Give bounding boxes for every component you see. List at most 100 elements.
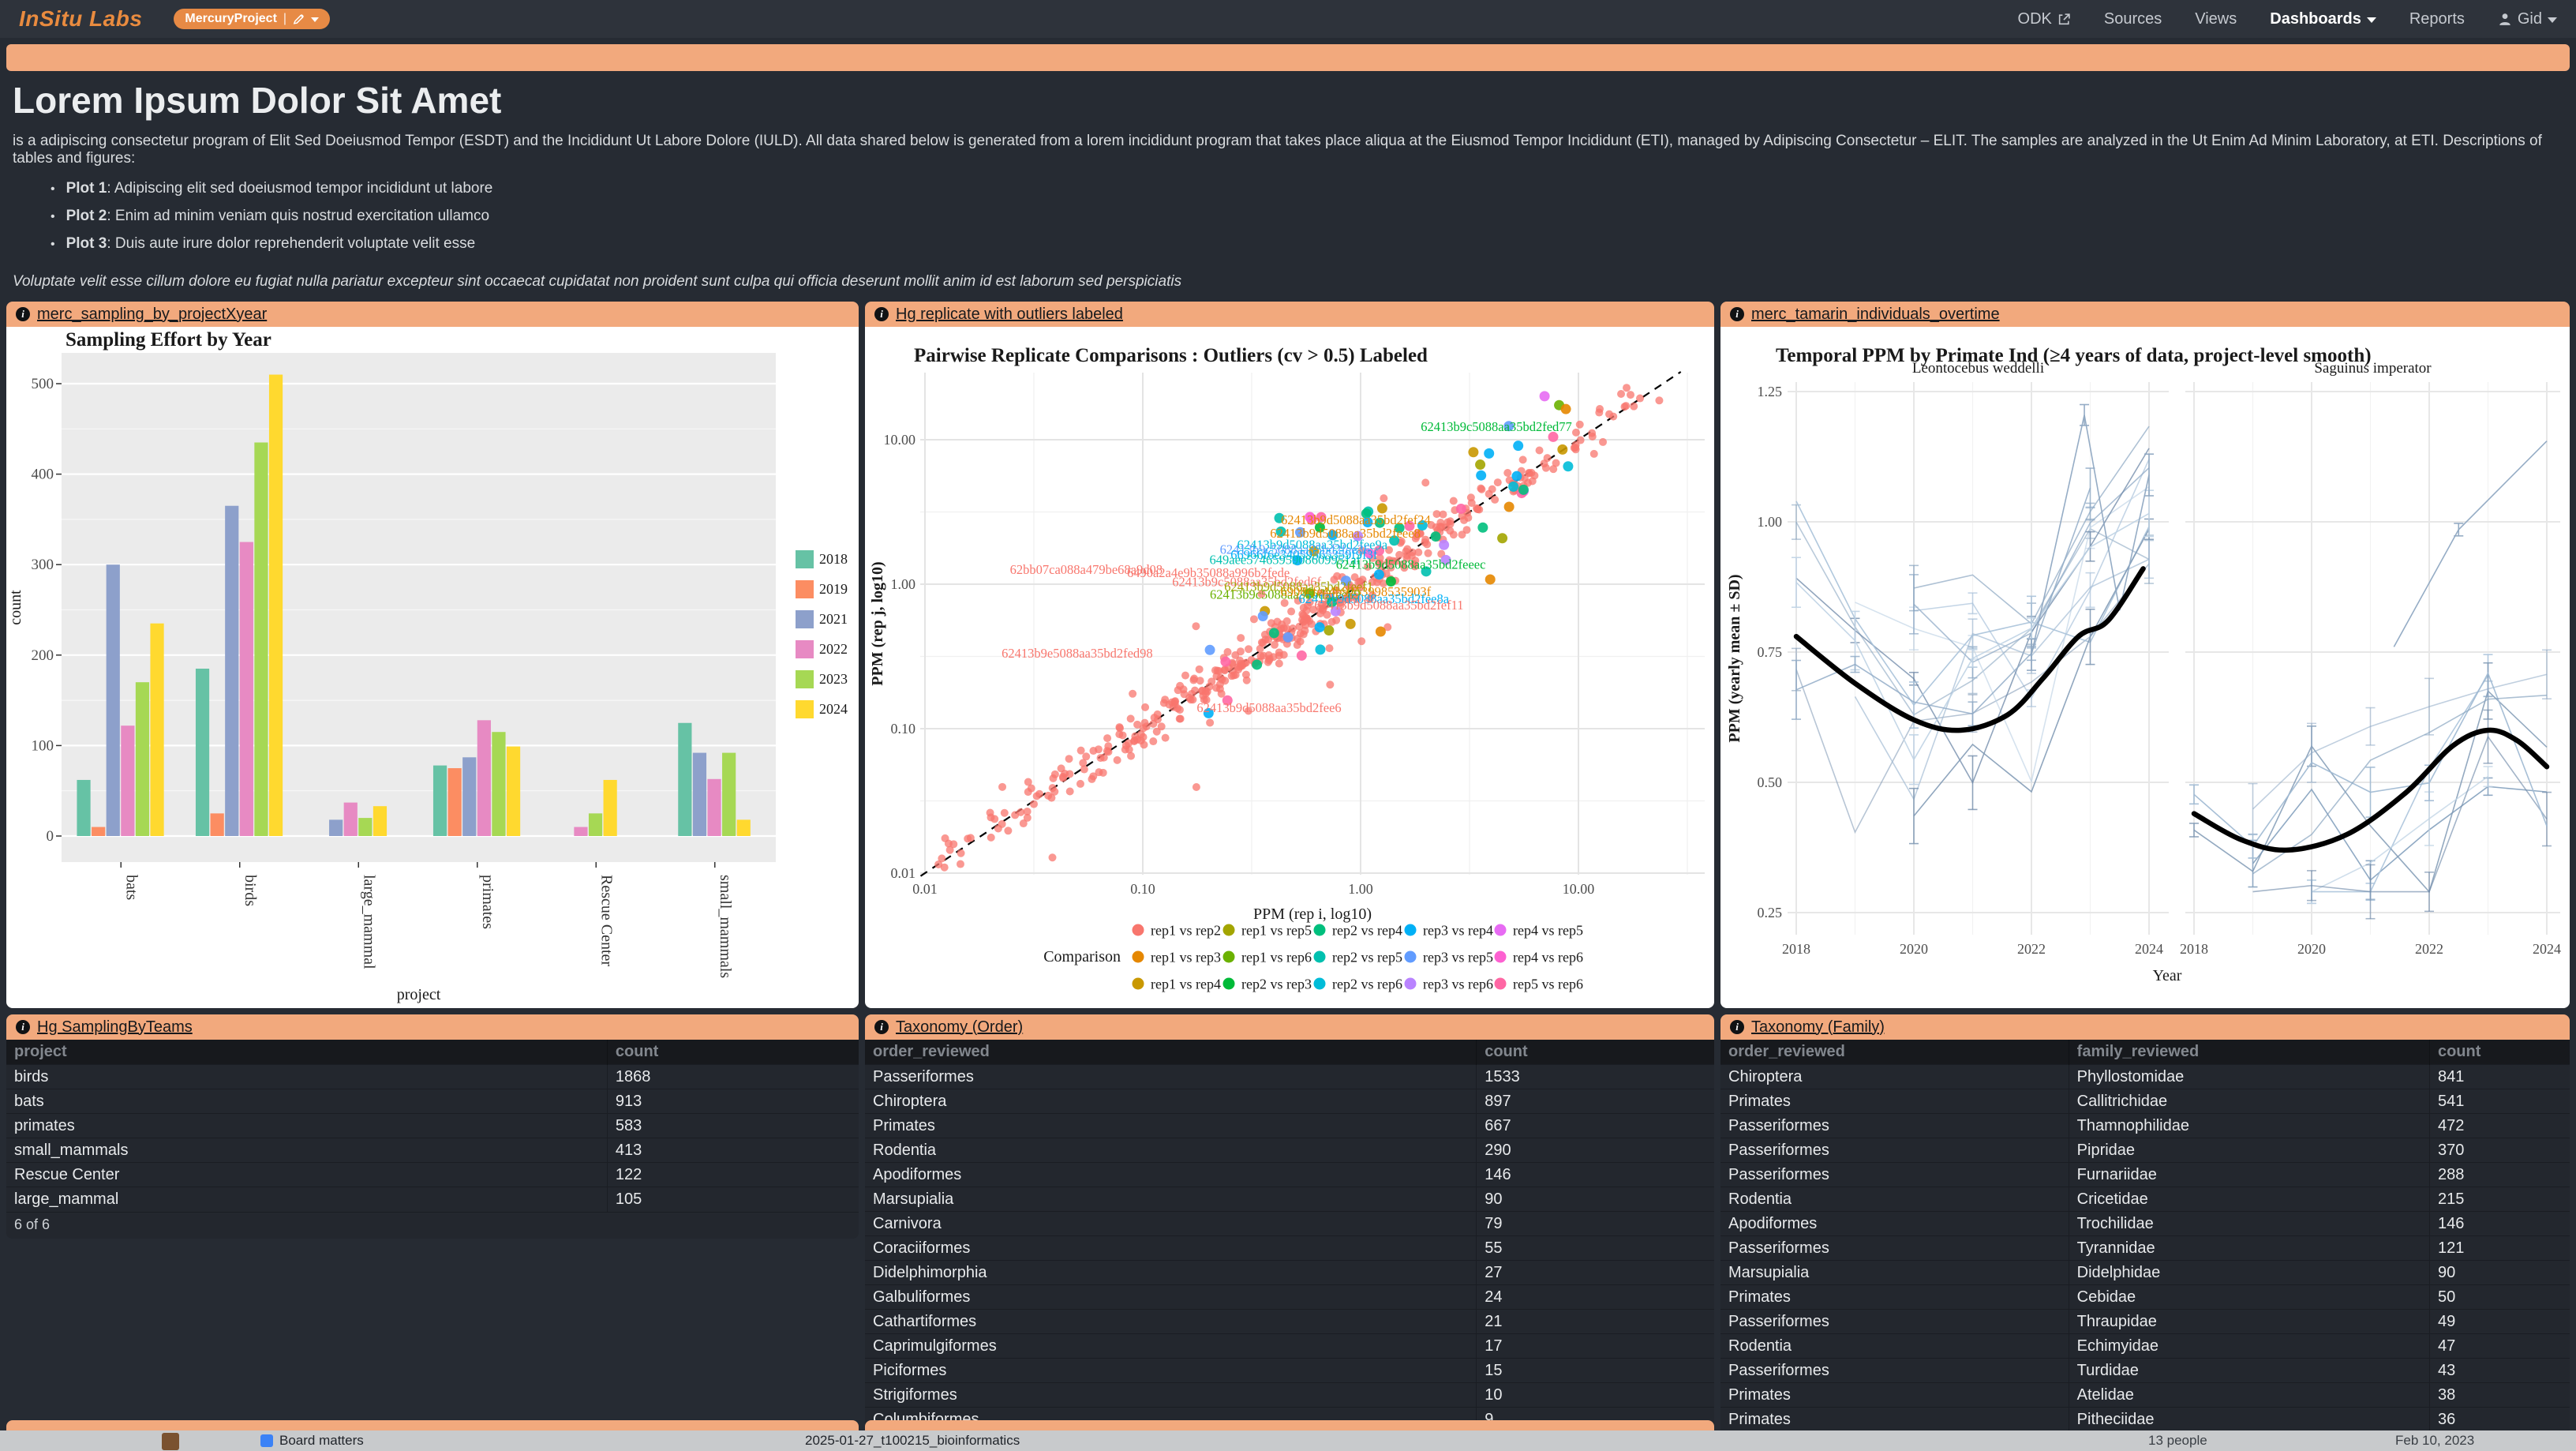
cell: Marsupialia — [865, 1187, 1477, 1212]
nav-item-label: Sources — [2104, 10, 2162, 28]
cell: Tyrannidae — [2069, 1236, 2429, 1261]
svg-text:2019: 2019 — [819, 581, 848, 597]
chevron-down-icon — [2367, 17, 2376, 23]
info-icon[interactable] — [16, 307, 30, 321]
dashboard-banner — [6, 44, 2570, 71]
external-link-icon — [2057, 13, 2071, 26]
cell: Rescue Center — [6, 1163, 607, 1187]
svg-text:0.10: 0.10 — [1130, 881, 1155, 897]
nav-item-views[interactable]: Views — [2195, 10, 2237, 28]
svg-text:1.00: 1.00 — [1348, 881, 1373, 897]
svg-text:Leontocebus weddelli: Leontocebus weddelli — [1912, 360, 2044, 377]
svg-text:rep4 vs rep5: rep4 vs rep5 — [1513, 923, 1583, 939]
svg-text:rep2 vs rep5: rep2 vs rep5 — [1332, 950, 1402, 965]
nav-item-sources[interactable]: Sources — [2104, 10, 2162, 28]
info-icon[interactable] — [874, 307, 889, 321]
svg-text:Temporal PPM by Primate Ind (≥: Temporal PPM by Primate Ind (≥4 years of… — [1776, 345, 2372, 366]
cell: 36 — [2429, 1408, 2570, 1432]
info-icon[interactable] — [1730, 307, 1744, 321]
svg-text:Sampling Effort by Year: Sampling Effort by Year — [66, 329, 271, 351]
svg-text:62413b9e5088aa35bd2fed98: 62413b9e5088aa35bd2fed98 — [1002, 646, 1153, 661]
column-header: count — [2429, 1040, 2570, 1065]
app-logo[interactable]: InSitu Labs — [19, 6, 142, 32]
svg-text:rep5 vs rep6: rep5 vs rep6 — [1513, 977, 1583, 992]
nav-item-odk[interactable]: ODK — [2018, 10, 2071, 28]
panel-title-link[interactable]: merc_sampling_by_projectXyear — [37, 306, 267, 324]
cell: Pipridae — [2069, 1138, 2429, 1163]
svg-text:primates: primates — [479, 875, 496, 929]
nav-item-reports[interactable]: Reports — [2409, 10, 2465, 28]
cell: 913 — [607, 1089, 859, 1114]
cell: 24 — [1477, 1285, 1714, 1310]
cell: primates — [6, 1114, 607, 1138]
cell: Coraciiformes — [865, 1236, 1477, 1261]
cell: 1868 — [607, 1065, 859, 1089]
svg-text:0.25: 0.25 — [1758, 905, 1783, 920]
nav-item-dashboards[interactable]: Dashboards — [2270, 10, 2376, 28]
cell: Feb 10, 2023 — [2395, 1433, 2474, 1449]
panel-title-link[interactable]: Hg replicate with outliers labeled — [896, 306, 1123, 324]
info-icon[interactable] — [16, 1020, 30, 1034]
info-icon[interactable] — [874, 1020, 889, 1034]
panel-title-link[interactable]: Taxonomy (Order) — [896, 1018, 1023, 1037]
cell: Pitheciidae — [2069, 1408, 2429, 1432]
cell: Piciformes — [865, 1359, 1477, 1383]
panel-sampling-table: Hg SamplingByTeams projectcountbirds1868… — [6, 1014, 859, 1239]
svg-text:62413b9d5088aa35bd2feeec: 62413b9d5088aa35bd2feeec — [1336, 557, 1486, 572]
cell: 90 — [2429, 1261, 2570, 1285]
panel-title-link[interactable]: Hg SamplingByTeams — [37, 1018, 193, 1037]
svg-text:Rescue Center: Rescue Center — [597, 875, 615, 966]
panel-title-link[interactable]: Taxonomy (Family) — [1751, 1018, 1885, 1037]
user-menu[interactable]: Gid — [2498, 10, 2557, 28]
tables-row: Hg SamplingByTeams projectcountbirds1868… — [6, 1014, 2570, 1451]
info-icon[interactable] — [1730, 1020, 1744, 1034]
svg-text:rep4 vs rep6: rep4 vs rep6 — [1513, 950, 1583, 965]
svg-text:rep2 vs rep6: rep2 vs rep6 — [1332, 977, 1402, 992]
line-chart-body: Temporal PPM by Primate Ind (≥4 years of… — [1720, 327, 2570, 1008]
svg-text:0.75: 0.75 — [1758, 644, 1783, 660]
cell: Primates — [865, 1114, 1477, 1138]
panel-header — [6, 1420, 859, 1431]
panel-title-link[interactable]: merc_tamarin_individuals_overtime — [1751, 306, 2000, 324]
svg-text:small_mammals: small_mammals — [717, 875, 734, 978]
svg-text:bats: bats — [122, 875, 140, 900]
project-badge[interactable]: MercuryProject | — [174, 9, 330, 29]
svg-text:1.00: 1.00 — [891, 576, 916, 592]
